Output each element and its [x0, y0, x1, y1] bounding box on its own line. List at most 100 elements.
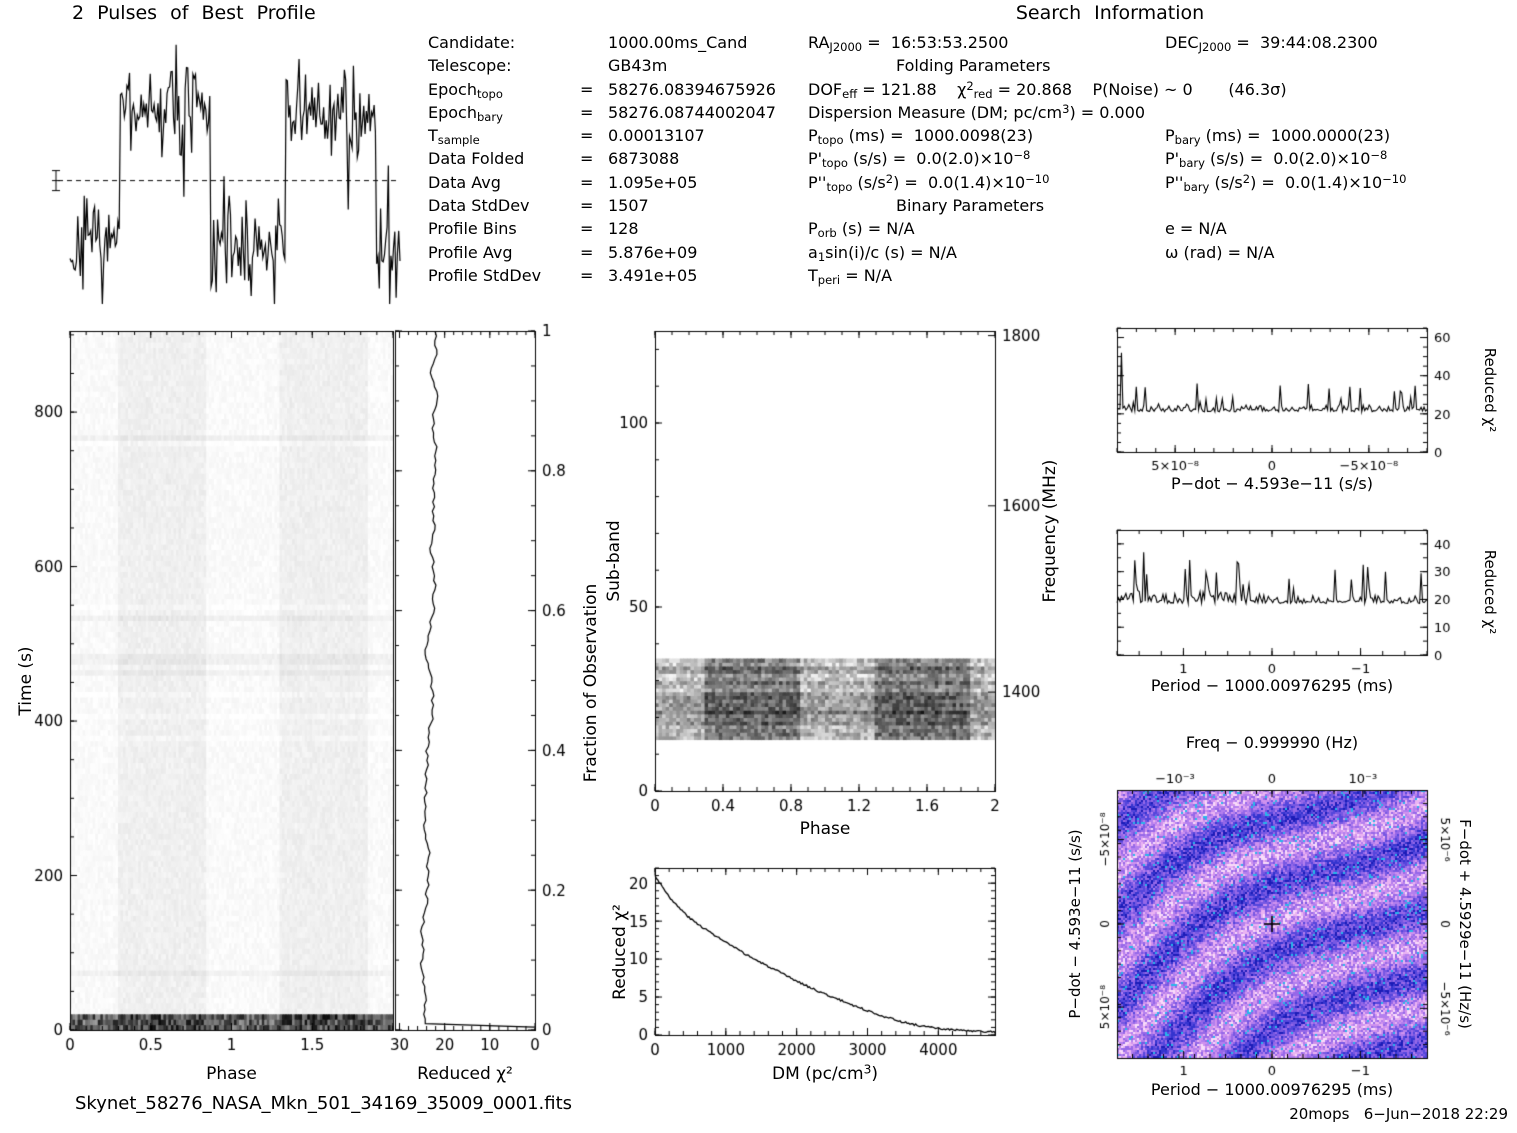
period-map-axis-label: Period − 1000.00976295 (ms) [1150, 1080, 1394, 1099]
chi2-vs-pdot-plot [1117, 328, 1427, 452]
pddot-line: P''topo (s/s2) = 0.0(1.4)×10−10 P''bary (… [808, 171, 1513, 194]
reduced-chi2-axis-label-pdot: Reduced χ² [1481, 347, 1499, 433]
info-label: Profile Bins [428, 219, 517, 239]
info-line: Data StdDev = 1507 [428, 194, 776, 217]
omega-value: ω (rad) = N/A [1165, 242, 1275, 262]
candidate-info-block: Candidate: 1000.00ms_Cand Telescope: GB43m… [428, 31, 776, 287]
phase-time-greyscale-plot [70, 331, 393, 1030]
time-axis-label: Time (s) [16, 646, 36, 716]
info-eq [580, 31, 608, 54]
info-label: Data Folded [428, 149, 525, 169]
eccentricity-value: e = N/A [1165, 219, 1227, 239]
info-value: GB43m [608, 56, 668, 76]
info-label: Tsample [428, 126, 480, 148]
info-eq: = [580, 265, 594, 285]
search-info-block: RAJ2000 = 16:53:53.2500 DECJ2000 = 39:44:… [808, 31, 1513, 287]
info-label: Telescope: [428, 56, 512, 76]
source-filename: Skynet_58276_NASA_Mkn_501_34169_35009_00… [75, 1093, 573, 1114]
info-eq: = [580, 172, 594, 192]
period-axis-label: Period − 1000.00976295 (ms) [1150, 676, 1394, 695]
period-line: Ptopo (ms) = 1000.0098(23) Pbary (ms) = 1… [808, 124, 1513, 147]
dec-value: DECJ2000 = 39:44:08.2300 [1165, 33, 1378, 54]
fraction-axis-label: Fraction of Observation [581, 583, 601, 783]
p-bary-value: Pbary (ms) = 1000.0000(23) [1165, 126, 1391, 148]
info-line: Data Folded = 6873088 [428, 147, 776, 170]
info-eq [580, 54, 608, 77]
info-value: 6873088 [608, 149, 680, 169]
ra-dec-line: RAJ2000 = 16:53:53.2500 DECJ2000 = 39:44:… [808, 31, 1513, 54]
ra-value: RAJ2000 = 16:53:53.2500 [808, 33, 1009, 54]
profile-plot-title: 2 Pulses of Best Profile [72, 2, 316, 24]
info-eq: = [580, 219, 594, 239]
pdot-line: P'topo (s/s) = 0.0(2.0)×10−8 P'bary (s/s)… [808, 147, 1513, 170]
period-pdot-colormap-plot [1117, 790, 1427, 1058]
info-eq: = [580, 196, 594, 216]
info-line: Profile Bins = 128 [428, 217, 776, 240]
phase-axis-label-mid: Phase [799, 819, 851, 839]
info-value: 128 [608, 219, 639, 239]
info-value: 1000.00ms_Cand [608, 33, 748, 52]
pdot-bary-value: P'bary (s/s) = 0.0(2.0)×10−8 [1165, 148, 1388, 171]
info-value: 3.491e+05 [608, 265, 698, 285]
asini-line: a1sin(i)/c (s) = N/A ω (rad) = N/A [808, 241, 1513, 264]
info-line: Candidate: 1000.00ms_Cand [428, 31, 776, 54]
reduced-chi2-axis-label-dm: Reduced χ² [610, 904, 630, 1000]
info-eq: = [580, 102, 594, 122]
pdot-axis-label: P−dot − 4.593e−11 (s/s) [1171, 474, 1373, 493]
info-line: Tsample = 0.00013107 [428, 124, 776, 147]
pddot-bary-value: P''bary (s/s2) = 0.0(1.4)×10−10 [1165, 171, 1407, 194]
info-value: 1507 [608, 196, 649, 216]
subband-axis-label: Sub-band [604, 520, 624, 602]
tperi-line: Tperi = N/A [808, 265, 893, 287]
frequency-axis-label: Frequency (MHz) [1040, 459, 1060, 603]
pddot-topo-value: P''topo (s/s2) = 0.0(1.4)×10−10 [808, 171, 1050, 194]
folding-parameters-header: Folding Parameters [896, 56, 1051, 76]
info-eq: = [580, 126, 594, 146]
info-line: Epochbary = 58276.08744002047 [428, 101, 776, 124]
info-value: 58276.08394675926 [608, 79, 776, 99]
reduced-chi2-axis-label-period: Reduced χ² [1481, 549, 1499, 635]
info-line: Profile Avg = 5.876e+09 [428, 241, 776, 264]
dof-chi2-pnoise-line: DOFeff = 121.88 χ2red = 20.868 P(Noise) … [808, 78, 1287, 101]
info-line: Data Avg = 1.095e+05 [428, 171, 776, 194]
porb-line: Porb (s) = N/A e = N/A [808, 217, 1513, 240]
info-line: Telescope: GB43m [428, 54, 776, 77]
fdot-map-axis-label: F−dot + 4.5929e−11 (Hz/s) [1456, 819, 1474, 1029]
info-line: Profile StdDev = 3.491e+05 [428, 264, 776, 287]
info-eq: = [580, 79, 594, 99]
chi2-vs-period-plot [1117, 530, 1427, 655]
pdot-topo-value: P'topo (s/s) = 0.0(2.0)×10−8 [808, 148, 1031, 171]
chi2-vs-fraction-plot [395, 331, 535, 1030]
info-label: Epochtopo [428, 79, 503, 101]
info-label: Data StdDev [428, 196, 530, 216]
phase-subband-greyscale-plot [655, 331, 995, 791]
pdot-map-axis-label: P−dot − 4.593e−11 (s/s) [1066, 829, 1084, 1019]
porb-value: Porb (s) = N/A [808, 219, 915, 241]
binary-parameters-header: Binary Parameters [896, 196, 1045, 216]
search-info-title: Search Information [1015, 2, 1205, 24]
dm-axis-label: DM (pc/cm3) [771, 1062, 878, 1084]
info-label: Candidate: [428, 33, 516, 52]
info-label: Data Avg [428, 172, 501, 192]
asini-value: a1sin(i)/c (s) = N/A [808, 242, 957, 264]
info-line: Epochtopo = 58276.08394675926 [428, 78, 776, 101]
info-label: Epochbary [428, 102, 503, 124]
freq-top-axis-label: Freq − 0.999990 (Hz) [1185, 733, 1359, 752]
info-value: 1.095e+05 [608, 172, 698, 192]
dispersion-measure-line: Dispersion Measure (DM; pc/cm3) = 0.000 [808, 101, 1146, 122]
pulse-profile-plot [70, 40, 400, 295]
info-eq: = [580, 149, 594, 169]
chi2-vs-dm-plot [655, 868, 995, 1035]
info-value: 0.00013107 [608, 126, 705, 146]
info-label: Profile StdDev [428, 265, 542, 285]
info-label: Profile Avg [428, 242, 513, 262]
p-topo-value: Ptopo (ms) = 1000.0098(23) [808, 126, 1034, 148]
info-value: 58276.08744002047 [608, 102, 776, 122]
reduced-chi2-axis-label-main: Reduced χ² [417, 1064, 513, 1084]
phase-axis-label-main: Phase [206, 1064, 257, 1084]
info-eq: = [580, 242, 594, 262]
info-value: 5.876e+09 [608, 242, 698, 262]
software-timestamp: 20mops 6−Jun−2018 22:29 [1289, 1105, 1508, 1123]
